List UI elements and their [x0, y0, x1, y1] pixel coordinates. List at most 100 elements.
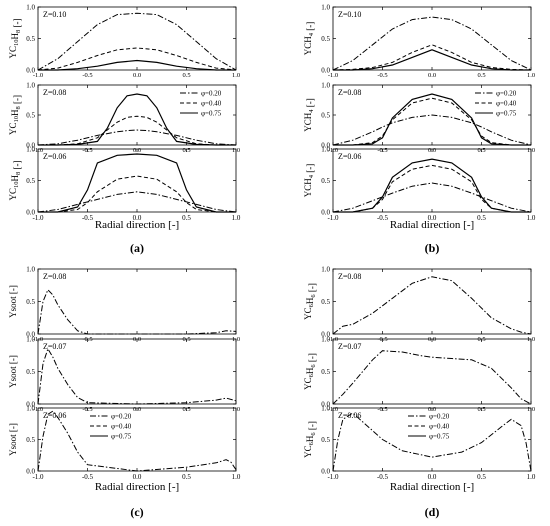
x-tick-label: 1.0 [527, 147, 535, 154]
y-axis-label-part: H [305, 367, 315, 374]
y-axis-label-part: 4 [308, 32, 315, 36]
y-tick-label: 0.5 [321, 436, 330, 444]
plot-frame [37, 407, 237, 472]
y-axis-label: YCH4 [-] [303, 98, 315, 132]
y-tick-label: 0.0 [26, 209, 35, 217]
y-axis-label-part: 4 [308, 109, 315, 113]
y-tick-label: 1.0 [26, 336, 35, 344]
x-tick-label: -0.5 [82, 473, 94, 481]
z-annotation: Z=0.06 [43, 411, 66, 420]
x-tick-label: 0.5 [477, 336, 485, 343]
y-axis-label-part: Ysoot [8, 296, 18, 318]
y-tick-label: 0.0 [26, 401, 35, 409]
y-axis-label-part: [-] [12, 95, 22, 106]
x-tick-label: 0.0 [133, 336, 141, 343]
x-tick-label: 0.5 [182, 147, 190, 154]
legend: φ=0.20 φ=0.40 φ=0.75 [475, 90, 517, 118]
y-axis-label-part: 8 [15, 172, 22, 175]
y-tick-label: 1.0 [321, 336, 330, 344]
x-tick-label: -1.0 [33, 72, 43, 79]
series-line-3 [38, 93, 236, 146]
x-tick-label: -1.0 [32, 214, 44, 222]
series-line-1 [37, 288, 237, 335]
x-tick-label: 1.0 [527, 473, 536, 481]
x-axis-label: Radial direction [-] [390, 481, 474, 493]
y-axis-label-part: [-] [8, 355, 18, 366]
y-tick-label: 0.0 [321, 142, 330, 150]
legend: φ=0.20 φ=0.40 φ=0.75 [90, 413, 132, 441]
x-tick-label: -0.5 [82, 214, 94, 222]
x-tick-label: 0.5 [182, 406, 190, 413]
series-line-1 [37, 12, 237, 71]
x-tick-label: -0.5 [377, 147, 387, 154]
x-tick-label: -1.0 [328, 147, 338, 154]
x-tick-label: -0.5 [82, 406, 92, 413]
z-annotation: Z=0.07 [43, 342, 66, 351]
y-axis-label-part: YC [8, 122, 18, 135]
x-tick-label: -0.5 [377, 406, 387, 413]
plot-frame [332, 338, 532, 405]
legend: φ=0.20 φ=0.40 φ=0.75 [408, 413, 450, 441]
x-tick-label: 0.0 [428, 406, 436, 413]
x-tick-label: 0.5 [182, 72, 190, 79]
y-axis-label-part: [-] [8, 423, 18, 434]
y-axis-label-part: 8 [15, 106, 22, 109]
x-tick-label: 1.0 [232, 147, 240, 154]
legend-label: φ=0.20 [429, 413, 450, 421]
legend-label: φ=0.75 [111, 433, 132, 441]
x-tick-label: -0.5 [377, 336, 387, 343]
x-tick-label: 0.5 [477, 406, 485, 413]
y-axis-label: YC10H8 [-] [8, 95, 22, 135]
x-tick-label: 0.5 [182, 473, 191, 481]
x-tick-label: 0.5 [182, 336, 190, 343]
y-axis-label-part: [-] [307, 353, 317, 364]
x-tick-label: 0.0 [133, 147, 141, 154]
legend-label: φ=0.40 [429, 423, 450, 431]
y-tick-label: 0.0 [321, 209, 330, 217]
y-axis-label-part: [-] [305, 98, 315, 109]
plot-frame [37, 148, 237, 213]
y-tick-label: 0.0 [26, 67, 35, 75]
x-tick-label: 1.0 [527, 406, 535, 413]
series-line-3 [333, 49, 531, 71]
series-line-2 [332, 44, 532, 71]
y-tick-label: 1.0 [26, 146, 35, 154]
y-axis-label-part: 10 [13, 181, 20, 188]
series-line-1 [37, 410, 237, 472]
subplot-1: 0.0 0.5 1.0 Z=0.10 [321, 4, 532, 75]
y-tick-label: 1.0 [321, 82, 330, 90]
z-annotation: Z=0.08 [43, 272, 66, 281]
panel-letter: (a) [130, 241, 144, 255]
x-tick-label: 1.0 [232, 336, 240, 343]
x-tick-label: -0.5 [82, 336, 92, 343]
z-annotation: Z=0.08 [338, 272, 361, 281]
series-line-1 [332, 16, 532, 71]
x-tick-label: -1.0 [328, 336, 338, 343]
x-tick-label: 1.0 [232, 406, 240, 413]
y-tick-label: 0.0 [321, 67, 330, 75]
y-tick-label: 0.5 [26, 436, 35, 444]
y-axis-label-part: H [10, 109, 20, 116]
panel-letter: (c) [130, 505, 143, 519]
x-tick-label: -0.5 [82, 147, 92, 154]
y-tick-label: 0.5 [26, 35, 35, 43]
legend-label: φ=0.75 [201, 110, 222, 118]
panel-letter: (d) [425, 505, 440, 519]
x-tick-label: -1.0 [33, 336, 43, 343]
y-axis-label-part: [-] [12, 18, 22, 29]
x-axis-label: Radial direction [-] [95, 481, 179, 493]
series-line-1 [37, 129, 237, 146]
subplot-2: 0.0 0.5 1.0 Z=0.08 φ=0.20 φ=0.40 φ=0.75 [26, 82, 237, 150]
y-tick-label: 0.5 [321, 112, 330, 120]
chart-panel-3: 0.0 0.5 1.0 Z=0.08 0.0 0.5 1.0 Z=0.07 0.0 0.5 1.0 Z… [8, 266, 241, 520]
y-tick-label: 0.5 [26, 112, 35, 120]
series-line-1 [37, 191, 237, 213]
series-line-1 [332, 276, 532, 335]
x-tick-label: 1.0 [232, 473, 241, 481]
y-tick-label: 0.5 [321, 177, 330, 185]
series-line-2 [333, 97, 531, 146]
series-line-2 [333, 164, 531, 213]
x-tick-label: 0.0 [428, 214, 437, 222]
y-axis-label: YC10H8 [-] [8, 18, 22, 58]
